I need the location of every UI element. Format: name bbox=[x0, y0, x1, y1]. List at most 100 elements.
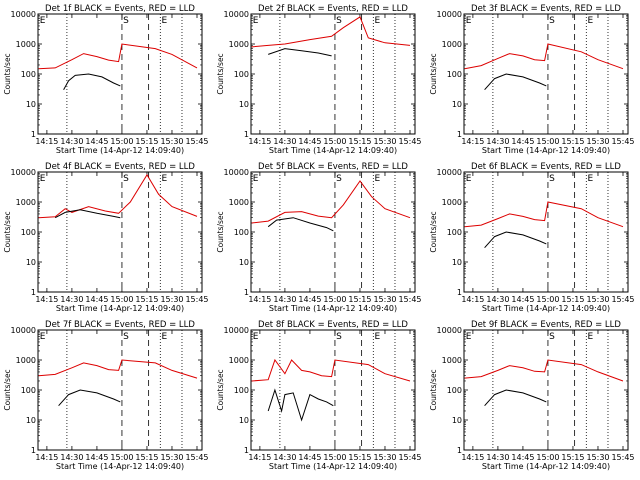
x-tick-label: 14:30 bbox=[273, 137, 296, 146]
y-tick-label: 100 bbox=[447, 386, 462, 395]
y-tick-label: 1 bbox=[244, 446, 249, 455]
plot-frame bbox=[37, 171, 203, 293]
y-tick-label: 100 bbox=[234, 386, 249, 395]
marker-label: S bbox=[123, 16, 129, 26]
y-tick-label: 10 bbox=[452, 100, 462, 109]
marker-label: E bbox=[253, 174, 259, 184]
panel-title: Det 9f BLACK = Events, RED = LLD bbox=[471, 320, 621, 330]
x-tick-label: 14:15 bbox=[248, 453, 271, 462]
plot-frame bbox=[250, 171, 416, 293]
x-tick-label: 14:45 bbox=[298, 137, 321, 146]
plot-frame bbox=[463, 171, 629, 293]
lld-series-line bbox=[251, 358, 411, 382]
y-tick-label: 10000 bbox=[224, 168, 249, 177]
x-tick-label: 15:30 bbox=[373, 295, 396, 304]
y-tick-label: 1000 bbox=[16, 198, 36, 207]
x-tick-label: 15:30 bbox=[586, 453, 609, 462]
x-tick-label: 14:45 bbox=[511, 295, 534, 304]
x-tick-label: 15:00 bbox=[323, 137, 346, 146]
marker-label: S bbox=[336, 16, 342, 26]
x-tick-label: 14:30 bbox=[60, 137, 83, 146]
marker-label: S bbox=[549, 16, 555, 26]
x-tick-label: 14:15 bbox=[461, 453, 484, 462]
plot-frame bbox=[37, 13, 203, 135]
detector-panel: Det 3f BLACK = Events, RED = LLD 1 10 100 10… bbox=[429, 4, 635, 155]
y-tick-label: 1000 bbox=[16, 356, 36, 365]
marker-label: E bbox=[587, 174, 593, 184]
y-tick-label: 10 bbox=[239, 100, 249, 109]
x-tick-label: 14:15 bbox=[248, 295, 271, 304]
x-tick-label: 14:15 bbox=[35, 137, 58, 146]
x-axis-label: Start Time (14-Apr-12 14:09:40) bbox=[56, 304, 184, 313]
x-tick-label: 15:15 bbox=[561, 137, 584, 146]
x-tick-label: 14:45 bbox=[511, 137, 534, 146]
lld-series-line bbox=[251, 180, 411, 224]
x-tick-label: 14:30 bbox=[60, 295, 83, 304]
x-tick-label: 15:00 bbox=[536, 137, 559, 146]
events-series-line bbox=[63, 73, 121, 90]
plot-frame bbox=[250, 329, 416, 451]
y-tick-label: 10000 bbox=[437, 10, 462, 19]
x-tick-label: 15:45 bbox=[185, 137, 208, 146]
marker-label: S bbox=[123, 332, 129, 342]
x-tick-label: 15:30 bbox=[586, 295, 609, 304]
x-tick-label: 14:30 bbox=[273, 453, 296, 462]
x-tick-label: 15:15 bbox=[561, 453, 584, 462]
x-tick-label: 15:15 bbox=[561, 295, 584, 304]
x-axis-label: Start Time (14-Apr-12 14:09:40) bbox=[269, 304, 397, 313]
panel-title: Det 8f BLACK = Events, RED = LLD bbox=[258, 320, 408, 330]
x-tick-label: 15:45 bbox=[185, 453, 208, 462]
detector-panel: Det 4f BLACK = Events, RED = LLD 1 10 100 10… bbox=[3, 162, 209, 313]
y-tick-label: 10000 bbox=[11, 10, 36, 19]
marker-label: S bbox=[549, 332, 555, 342]
x-tick-label: 15:30 bbox=[373, 137, 396, 146]
y-tick-label: 10 bbox=[239, 258, 249, 267]
x-tick-label: 14:30 bbox=[486, 453, 509, 462]
y-axis-label: Counts/sec bbox=[429, 211, 438, 252]
events-series-line bbox=[267, 388, 334, 422]
detector-panel: Det 9f BLACK = Events, RED = LLD 1 10 100 10… bbox=[429, 320, 635, 471]
x-tick-label: 15:15 bbox=[348, 137, 371, 146]
x-tick-label: 14:45 bbox=[298, 295, 321, 304]
lld-series-line bbox=[38, 173, 198, 219]
y-axis-label: Counts/sec bbox=[3, 369, 12, 410]
detector-panel: Det 6f BLACK = Events, RED = LLD 1 10 100 10… bbox=[429, 162, 635, 313]
y-axis-label: Counts/sec bbox=[3, 211, 12, 252]
x-tick-label: 15:45 bbox=[185, 295, 208, 304]
marker-label: E bbox=[587, 332, 593, 342]
y-tick-label: 1000 bbox=[442, 198, 462, 207]
y-tick-label: 1000 bbox=[16, 40, 36, 49]
marker-label: E bbox=[466, 174, 472, 184]
lld-series-line bbox=[251, 16, 411, 48]
x-tick-label: 14:15 bbox=[35, 453, 58, 462]
marker-label: E bbox=[253, 16, 259, 26]
panel-title: Det 2f BLACK = Events, RED = LLD bbox=[258, 4, 408, 14]
x-tick-label: 15:45 bbox=[398, 453, 421, 462]
lld-series-line bbox=[38, 43, 198, 70]
y-tick-label: 10000 bbox=[224, 10, 249, 19]
x-tick-label: 15:45 bbox=[398, 295, 421, 304]
marker-label: E bbox=[466, 332, 472, 342]
y-tick-label: 1 bbox=[31, 130, 36, 139]
events-series-line bbox=[484, 73, 547, 91]
detector-panel: Det 8f BLACK = Events, RED = LLD 1 10 100 10… bbox=[216, 320, 422, 471]
marker-label: E bbox=[466, 16, 472, 26]
panel-title: Det 6f BLACK = Events, RED = LLD bbox=[471, 162, 621, 172]
events-series-line bbox=[484, 231, 547, 249]
plot-frame bbox=[463, 329, 629, 451]
marker-label: S bbox=[549, 174, 555, 184]
x-tick-label: 15:45 bbox=[611, 295, 634, 304]
events-series-line bbox=[54, 209, 121, 219]
y-tick-label: 10000 bbox=[437, 326, 462, 335]
panel-title: Det 1f BLACK = Events, RED = LLD bbox=[45, 4, 195, 14]
events-series-line bbox=[268, 48, 332, 57]
marker-label: E bbox=[253, 332, 259, 342]
events-series-line bbox=[484, 389, 547, 407]
y-tick-label: 100 bbox=[447, 70, 462, 79]
x-tick-label: 14:45 bbox=[85, 137, 108, 146]
y-tick-label: 10000 bbox=[437, 168, 462, 177]
marker-label: S bbox=[336, 174, 342, 184]
y-tick-label: 1000 bbox=[442, 356, 462, 365]
y-axis-label: Counts/sec bbox=[216, 211, 225, 252]
